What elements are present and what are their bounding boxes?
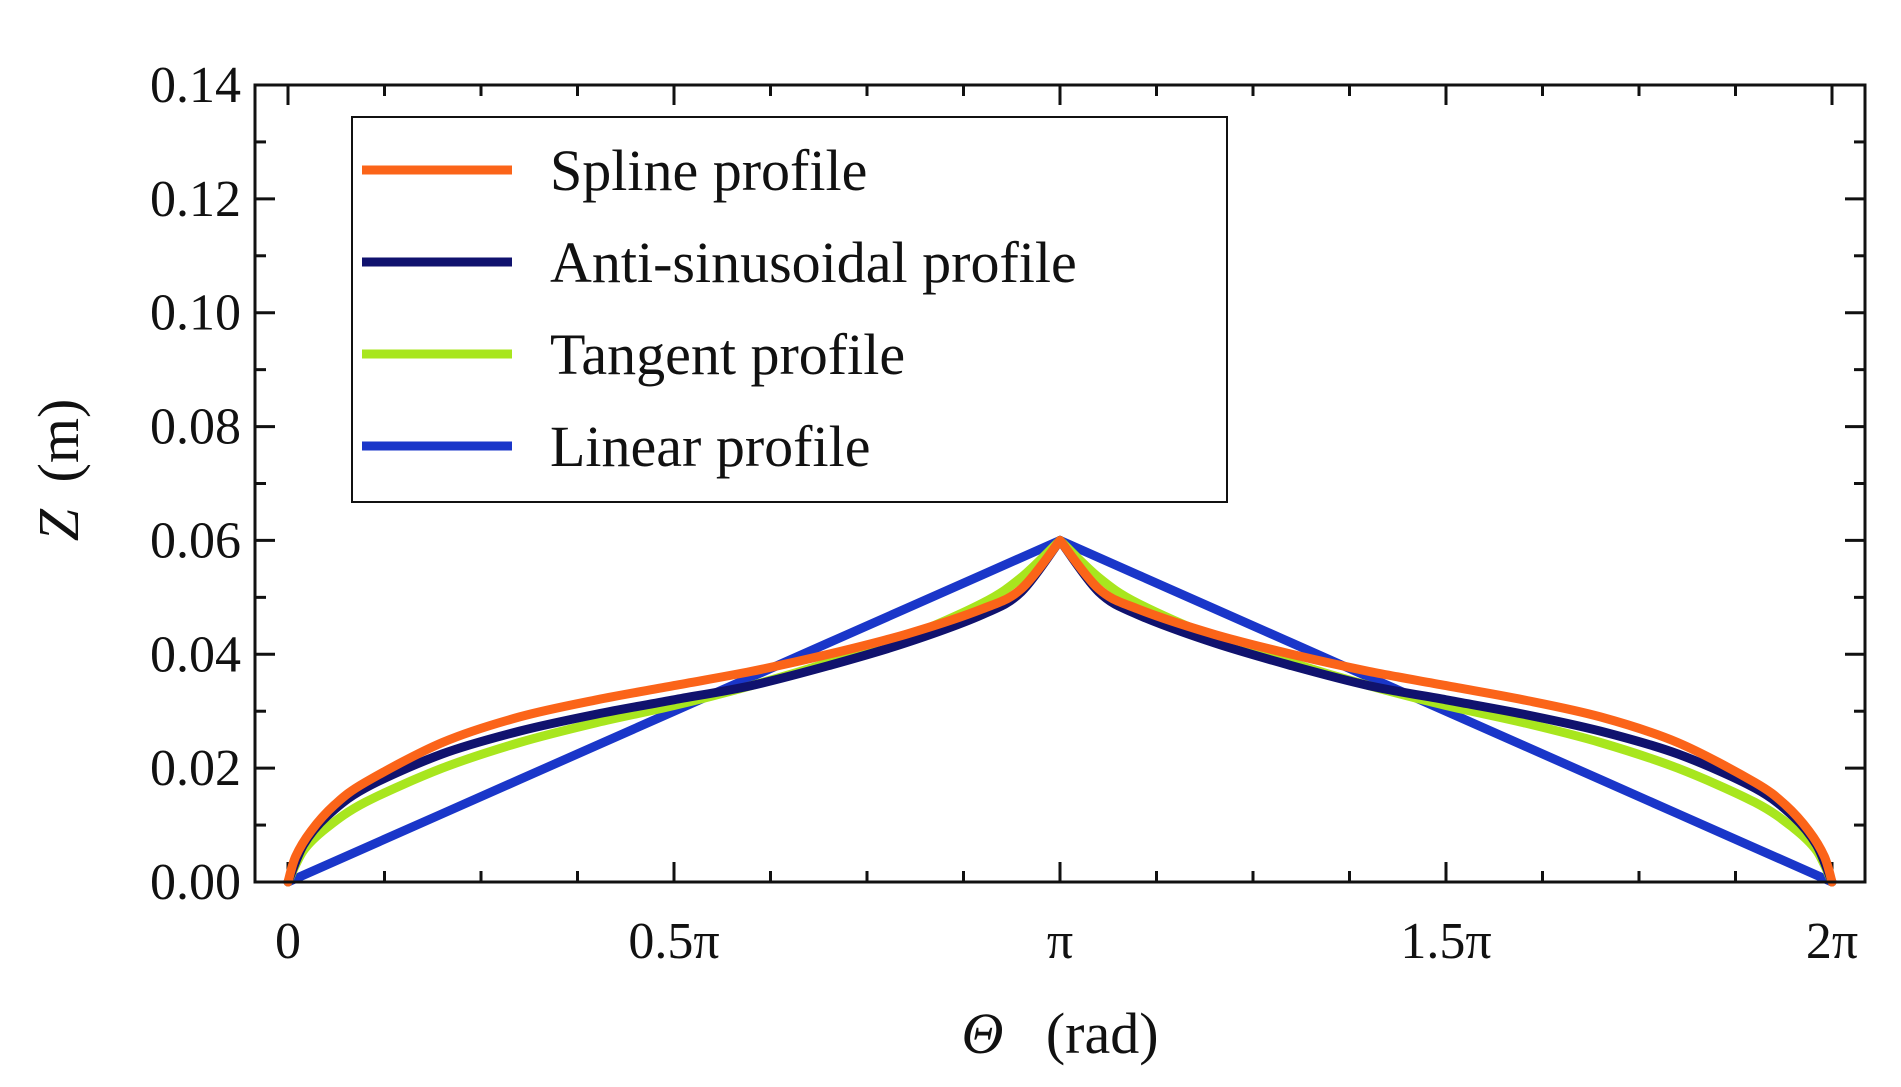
y-tick-label: 0.10 — [150, 285, 241, 342]
tangent-profile-line — [283, 535, 1837, 887]
legend-label-anti-sinusoidal-profile: Anti-sinusoidal profile — [550, 230, 1077, 295]
y-tick-label: 0.02 — [150, 740, 241, 797]
y-axis-title: Z (m) — [26, 399, 91, 542]
x-tick-label: 2π — [1806, 913, 1858, 970]
y-tick-label: 0.14 — [150, 57, 241, 114]
x-tick-label: π — [1047, 913, 1073, 970]
legend-label-linear-profile: Linear profile — [550, 414, 870, 479]
legend-box — [351, 116, 1228, 503]
minor-ticks — [255, 85, 1865, 882]
y-tick-label: 0.06 — [150, 512, 241, 569]
x-tick-labels: 0 0.5π π 1.5π 2π — [275, 913, 1858, 970]
linear-profile-line — [286, 535, 1834, 887]
legend: Spline profile Anti-sinusoidal profile Tan… — [351, 116, 1228, 503]
y-tick-label: 0.04 — [150, 626, 241, 683]
x-tick-label: 0.5π — [628, 913, 719, 970]
y-tick-label: 0.12 — [150, 171, 241, 228]
x-tick-label: 0 — [275, 913, 301, 970]
spline-profile-line — [283, 535, 1837, 887]
y-tick-label: 0.08 — [150, 399, 241, 456]
legend-label-tangent-profile: Tangent profile — [550, 322, 905, 387]
x-axis-unit: (rad) — [1046, 1001, 1159, 1066]
series-layer — [283, 535, 1837, 887]
x-axis-title: Θ (rad) — [961, 1001, 1158, 1066]
anti-sinusoidal-profile-line — [283, 535, 1837, 887]
y-axis-unit: (m) — [26, 399, 91, 483]
y-tick-labels: 0.00 0.02 0.04 0.06 0.08 0.10 0.12 0.14 — [150, 57, 241, 911]
y-axis-symbol: Z — [26, 508, 91, 541]
plot-frame — [253, 83, 1867, 884]
x-tick-label: 1.5π — [1400, 913, 1491, 970]
x-axis-symbol: Θ — [961, 1001, 1003, 1066]
legend-label-spline-profile: Spline profile — [550, 138, 867, 203]
y-tick-label: 0.00 — [150, 854, 241, 911]
